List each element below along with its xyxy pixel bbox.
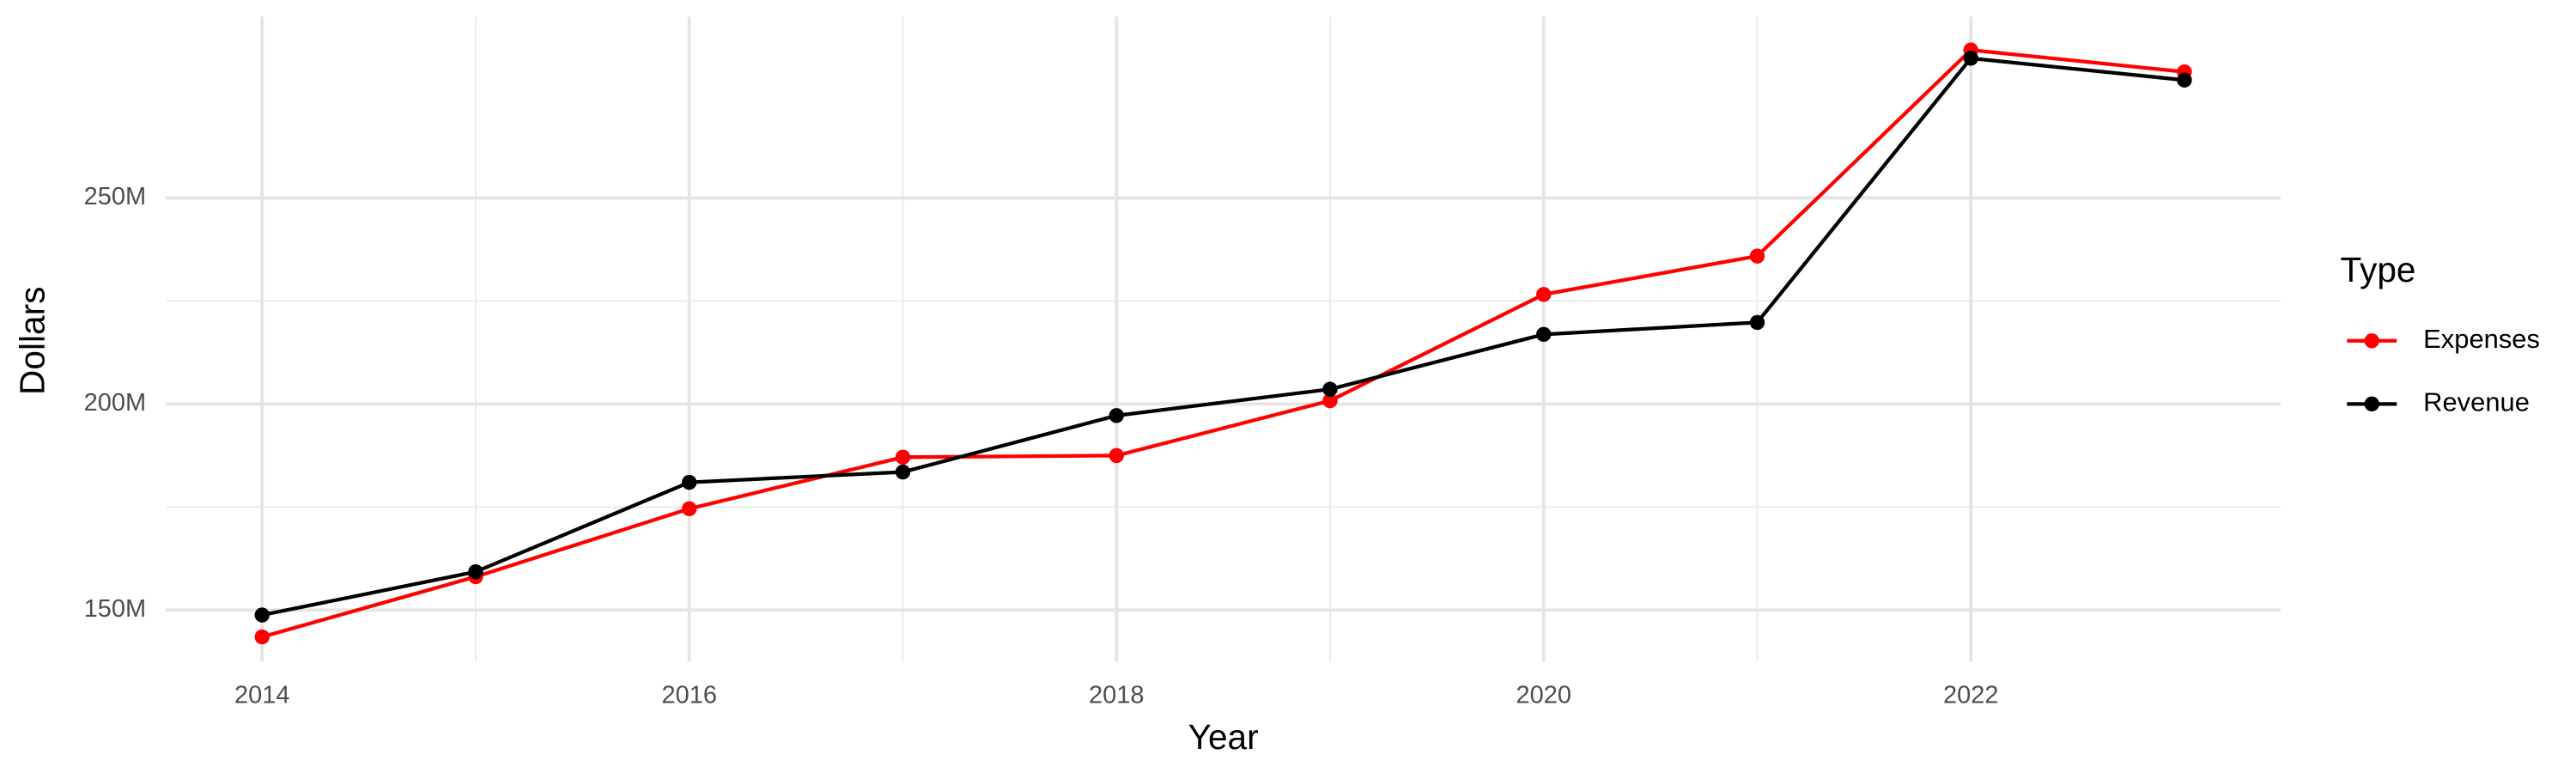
data-point bbox=[1536, 326, 1552, 343]
x-tick-label: 2018 bbox=[1089, 682, 1144, 709]
data-point bbox=[254, 607, 270, 623]
x-axis-title: Year bbox=[1188, 717, 1259, 757]
legend-marker bbox=[2364, 396, 2379, 412]
data-point bbox=[1322, 393, 1338, 409]
data-point bbox=[1536, 287, 1552, 302]
data-point bbox=[254, 629, 270, 645]
legend-label: Expenses bbox=[2423, 324, 2540, 354]
data-point bbox=[468, 564, 483, 580]
x-tick-label: 2022 bbox=[1943, 682, 1998, 709]
data-point bbox=[895, 449, 911, 466]
y-tick-label: 250M bbox=[84, 183, 147, 210]
series-line bbox=[261, 48, 2185, 639]
x-tick-label: 2020 bbox=[1516, 682, 1571, 709]
data-point bbox=[1109, 408, 1124, 423]
data-point bbox=[1749, 248, 1765, 264]
data-point bbox=[682, 501, 697, 517]
data-point bbox=[2177, 72, 2192, 88]
data-point bbox=[1109, 447, 1124, 464]
data-point bbox=[1322, 381, 1338, 397]
data-point bbox=[895, 464, 911, 480]
legend-label: Revenue bbox=[2423, 386, 2530, 417]
series-line bbox=[261, 56, 2185, 618]
legend-title: Type bbox=[2341, 250, 2416, 289]
data-point bbox=[1749, 314, 1765, 331]
x-tick-label: 2014 bbox=[234, 682, 289, 709]
plot-area bbox=[254, 42, 2192, 645]
y-tick-label: 150M bbox=[84, 595, 147, 623]
y-axis-title: Dollars bbox=[12, 287, 52, 395]
grid bbox=[166, 16, 2281, 662]
data-point bbox=[1963, 51, 1978, 66]
data-point bbox=[682, 474, 697, 490]
y-tick-label: 200M bbox=[84, 389, 147, 417]
x-tick-label: 2016 bbox=[662, 682, 717, 709]
legend: Expenses Revenue bbox=[2347, 324, 2540, 417]
legend-marker bbox=[2364, 333, 2379, 349]
